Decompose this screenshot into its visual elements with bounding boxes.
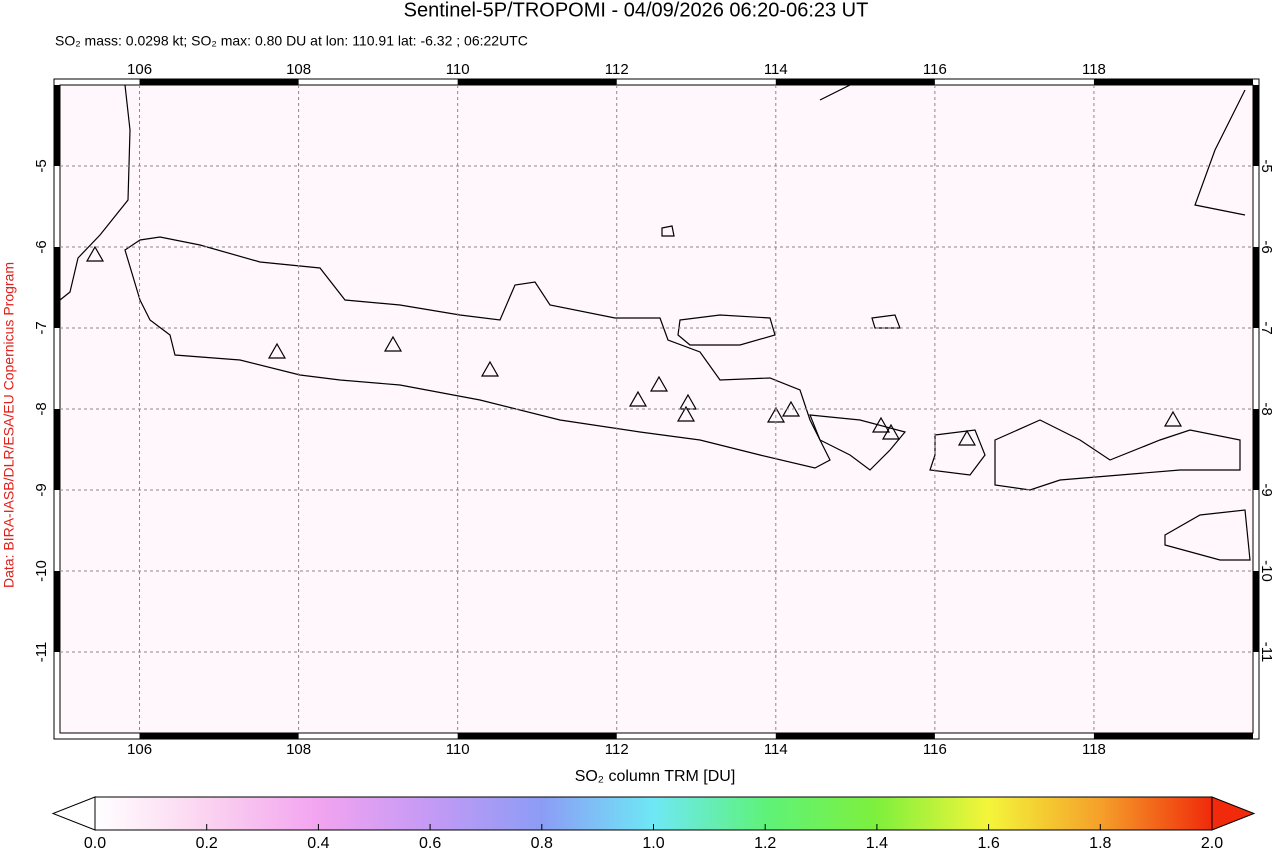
colorbar-tick-label: 1.8 — [1089, 835, 1111, 852]
colorbar-tick-label: 1.6 — [977, 835, 999, 852]
colorbar-tick-label: 1.4 — [866, 835, 888, 852]
frame-band — [1253, 409, 1259, 490]
volcano — [628, 390, 648, 407]
x-tick-label: 118 — [1082, 61, 1106, 78]
y-tick-label: -11 — [1258, 642, 1272, 663]
frame-band — [1253, 571, 1259, 652]
x-tick-label: 114 — [764, 61, 788, 78]
x-tick-label: 112 — [605, 741, 629, 758]
frame-band — [54, 409, 60, 490]
y-tick-label: -5 — [1258, 159, 1272, 172]
colorbar-tick-label: 0.6 — [419, 835, 441, 852]
x-tick-label: 108 — [286, 61, 311, 78]
colorbar-tick-label: 0.4 — [307, 835, 329, 852]
y-tick-label: -7 — [33, 321, 50, 334]
colorbar-tick-label: 1.0 — [642, 835, 664, 852]
volcano — [676, 405, 696, 422]
volcano — [267, 342, 287, 359]
colorbar-tick-label: 0.8 — [531, 835, 553, 852]
frame-band — [54, 85, 60, 166]
volcano — [957, 429, 977, 446]
y-tick-label: -8 — [33, 402, 50, 415]
x-tick-label: 106 — [127, 741, 152, 758]
y-tick-label: -9 — [1258, 483, 1272, 496]
y-tick-label: -6 — [33, 240, 50, 253]
x-tick-label: 114 — [764, 741, 788, 758]
frame-band — [139, 733, 299, 739]
frame-band — [1253, 247, 1259, 328]
y-tick-label: -8 — [1258, 402, 1272, 415]
x-tick-label: 106 — [127, 61, 152, 78]
volcano — [383, 335, 403, 352]
volcano — [1163, 410, 1183, 427]
frame-band — [457, 733, 617, 739]
volcano — [649, 375, 669, 392]
volcano — [85, 245, 105, 262]
frame-band — [1093, 79, 1253, 85]
frame-band — [775, 79, 935, 85]
source-label: Data: BIRA-IASB/DLR/ESA/EU Copernicus Pr… — [1, 262, 17, 588]
volcano — [678, 393, 698, 410]
colorbar-tick-label: 2.0 — [1201, 835, 1223, 852]
map-frame — [53, 78, 1260, 740]
x-tick-label: 112 — [605, 61, 629, 78]
colorbar-tick-label: 1.2 — [754, 835, 776, 852]
y-tick-label: -7 — [1258, 321, 1272, 334]
x-tick-label: 110 — [446, 61, 470, 78]
x-tick-label: 118 — [1082, 741, 1106, 758]
frame-band — [775, 733, 935, 739]
chart-subtitle: SO₂ mass: 0.0298 kt; SO₂ max: 0.80 DU at… — [55, 33, 528, 49]
y-tick-label: -6 — [1258, 240, 1272, 253]
y-tick-label: -10 — [1258, 560, 1272, 582]
y-tick-label: -11 — [33, 642, 50, 663]
frame-band — [139, 79, 299, 85]
frame-band — [54, 247, 60, 328]
colorbar-tick-label: 0.0 — [84, 835, 106, 852]
chart-title: Sentinel-5P/TROPOMI - 04/09/2026 06:20-0… — [404, 0, 869, 21]
volcano — [480, 360, 500, 377]
x-tick-label: 110 — [446, 741, 470, 758]
frame-band — [1253, 85, 1259, 166]
colorbar-tick-label: 0.2 — [196, 835, 218, 852]
colorbar-arrow — [51, 796, 96, 831]
frame-band — [54, 571, 60, 652]
x-tick-label: 116 — [923, 61, 947, 78]
volcano — [881, 423, 901, 440]
colorbar-arrow — [1211, 796, 1256, 831]
y-tick-label: -9 — [33, 483, 50, 496]
y-tick-label: -10 — [33, 560, 50, 582]
x-tick-label: 108 — [286, 741, 311, 758]
x-tick-label: 116 — [923, 741, 947, 758]
volcano — [871, 416, 891, 433]
colorbar-label: SO₂ column TRM [DU] — [575, 768, 736, 785]
y-tick-label: -5 — [33, 159, 50, 172]
frame-band — [1093, 733, 1253, 739]
frame-band — [457, 79, 617, 85]
